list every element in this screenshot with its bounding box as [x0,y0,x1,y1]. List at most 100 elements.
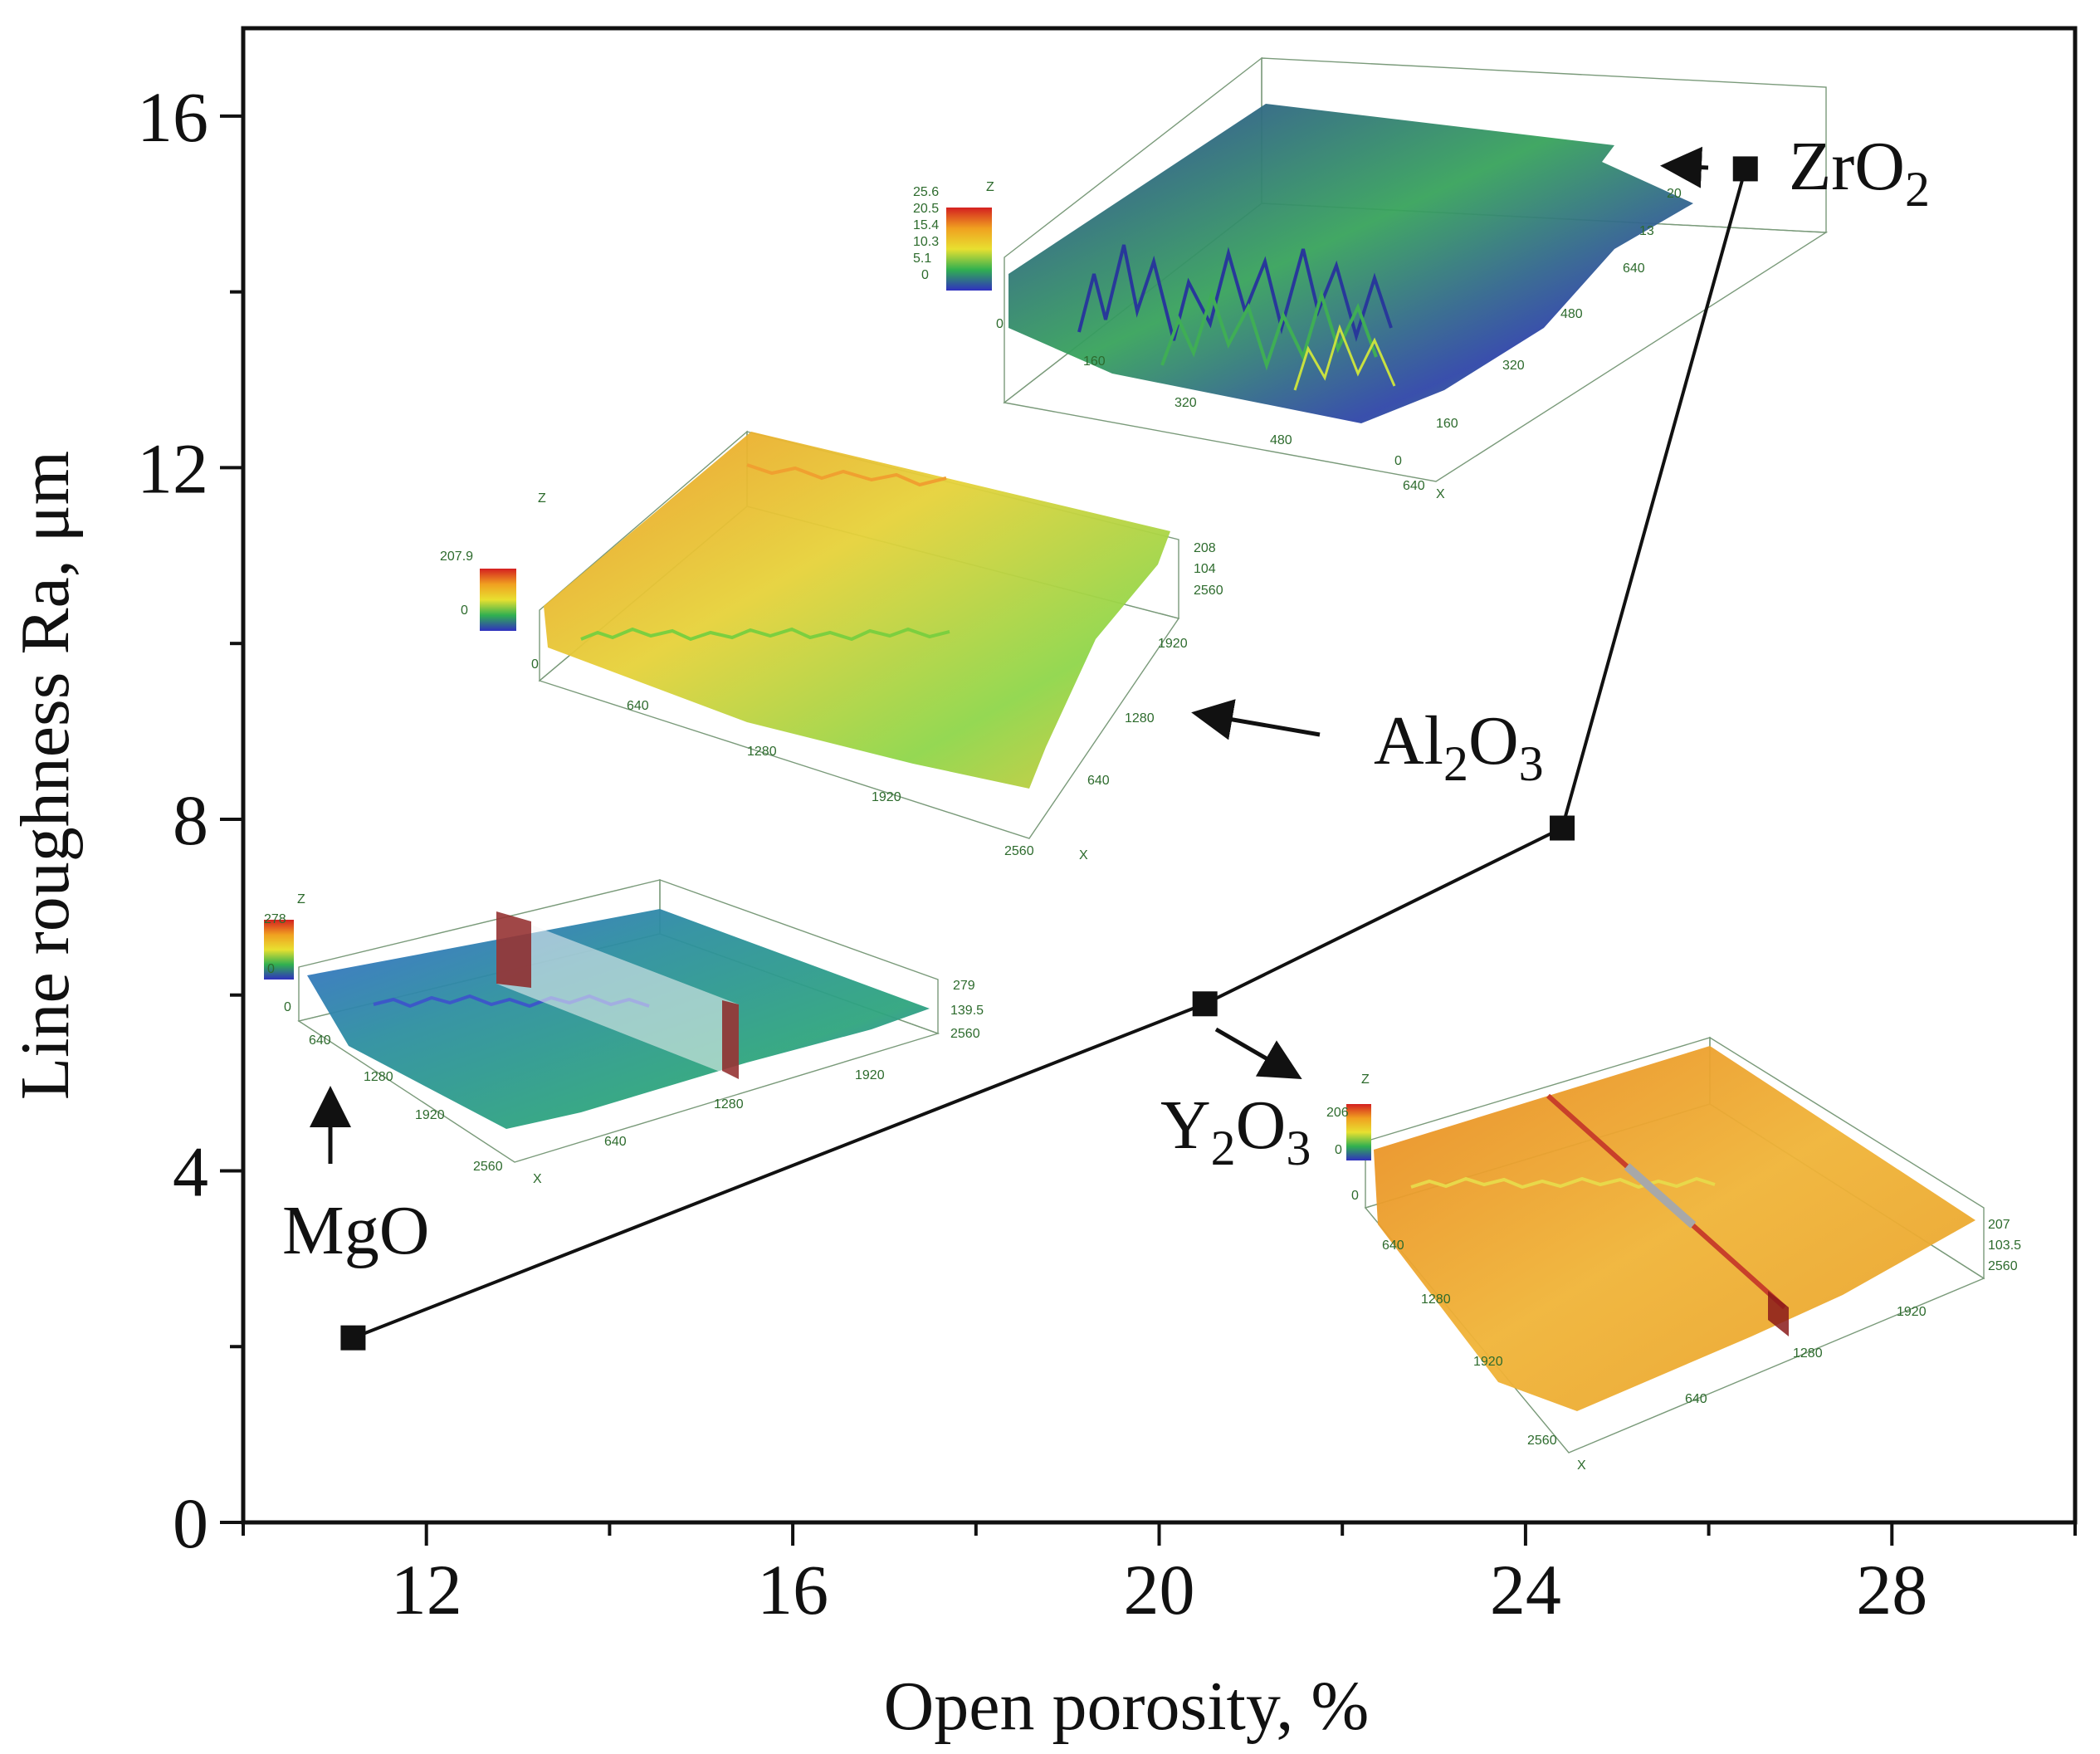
mgo-x-axis-label: 1920 [415,1108,445,1122]
y-tick-label: 12 [137,428,208,508]
label-y2o3-main: Y [1160,1087,1211,1164]
zro2-x-axis-label: 160 [1083,354,1106,369]
label-al2o3: Al2O3 [1374,702,1544,791]
inset-y2o3: 206 0 Z X 207 103.5 0 640 1280 1920 2560… [1326,1036,2021,1473]
mgo-x-axis-label: 2560 [473,1160,503,1174]
y2o3-surface [1374,1046,1975,1411]
y2o3-x-label: X [1577,1458,1586,1473]
label-zro2-main: ZrO [1789,128,1905,205]
y-axis-title: Line roughness Ra, μm [7,451,84,1100]
zro2-y-axis-label: 320 [1502,359,1525,373]
y2o3-color-scale [1346,1104,1371,1160]
zro2-scale-label: 20.5 [913,202,939,216]
mgo-scale-label: 278 [264,912,286,926]
zro2-y-axis-label: 0 [1394,454,1402,468]
mgo-z-label: Z [297,892,305,906]
zro2-z-axis-label: 20 [1667,187,1682,201]
y2o3-scale-label: 206 [1326,1106,1349,1120]
label-mgo: MgO [282,1192,429,1269]
zro2-x-axis-label: 480 [1270,433,1292,447]
label-y2o3-mid: O [1236,1087,1287,1164]
label-al2o3-sub2: 3 [1519,736,1544,791]
al2o3-arrow [1191,699,1321,740]
label-zro2-sub: 2 [1905,162,1930,217]
mgo-x-axis-label: 1280 [364,1070,393,1084]
data-point-mgo [340,1325,366,1351]
mgo-x-label: X [533,1172,542,1186]
al2o3-x-label: X [1079,848,1088,862]
label-al2o3-main: Al [1374,702,1443,779]
y2o3-scale-label: 0 [1335,1143,1342,1157]
al2o3-x-axis-label: 2560 [1004,844,1034,858]
x-tick-label: 24 [1490,1550,1561,1629]
y2o3-y-axis-label: 2560 [1988,1259,2018,1273]
zro2-arrow [1660,146,1709,188]
y2o3-z-axis-label: 103.5 [1988,1239,2021,1253]
al2o3-surface [544,432,1170,789]
y-tick-label: 8 [173,780,208,860]
label-al2o3-sub1: 2 [1443,736,1468,791]
al2o3-y-axis-label: 2560 [1194,584,1223,598]
y2o3-y-axis-label: 640 [1685,1392,1707,1406]
series-line [340,156,1758,1351]
y2o3-x-axis-label: 640 [1382,1239,1404,1253]
zro2-color-scale [946,208,992,291]
zro2-scale-label: 10.3 [913,235,939,249]
mgo-z-axis-label: 279 [953,979,975,993]
al2o3-z-label: Z [538,491,546,506]
inset-al2o3: 207.9 0 Z X 208 104 0 640 1280 1920 2560… [440,430,1223,862]
zro2-scale-label: 25.6 [913,185,939,199]
al2o3-z-axis-label: 208 [1194,541,1216,555]
zro2-x-label: X [1436,487,1445,501]
zro2-scale-label: 15.4 [913,218,939,232]
zro2-scale-label: 0 [921,268,929,282]
label-y2o3-sub1: 2 [1211,1121,1236,1175]
mgo-color-scale [264,920,294,980]
mgo-y-axis-label: 1280 [714,1097,744,1112]
label-mgo-main: MgO [282,1192,429,1269]
data-point-zro2 [1732,156,1758,182]
x-tick-label: 12 [391,1550,462,1629]
y2o3-arrow [1214,1027,1302,1080]
zro2-y-axis-label: 640 [1623,261,1645,276]
y2o3-y-axis-label: 1920 [1897,1305,1927,1319]
x-tick-label: 16 [757,1550,828,1629]
y2o3-y-axis-label: 1280 [1793,1346,1823,1361]
zro2-x-axis-label: 640 [1403,479,1425,493]
roughness-line [352,168,1747,1340]
al2o3-x-axis-label: 640 [627,699,649,713]
y2o3-x-axis-label: 1280 [1421,1292,1451,1307]
y2o3-z-axis-label: 207 [1988,1218,2010,1232]
inset-mgo: 278 0 Z X 279 139.5 0 640 1280 1920 2560… [264,879,984,1186]
al2o3-scale-label: 207.9 [440,550,473,564]
label-zro2: ZrO2 [1789,128,1930,217]
zro2-z-axis-label: 13 [1639,224,1654,238]
zro2-y-axis-label: 160 [1436,417,1458,431]
zro2-z-label: Z [986,180,994,194]
inset-zro2: 25.6 20.5 15.4 10.3 5.1 0 Z X 20 13 0 16… [913,56,1829,501]
x-tick-label: 20 [1124,1550,1195,1629]
mgo-y-axis-label: 2560 [950,1027,980,1041]
y2o3-x-axis-label: 2560 [1527,1434,1557,1448]
y2o3-x-axis-label: 1920 [1473,1355,1503,1369]
x-axis-title: Open porosity, % [884,1668,1370,1745]
y-tick-label: 16 [137,77,208,157]
al2o3-z-axis-label: 104 [1194,562,1216,576]
mgo-y-axis-label: 1920 [855,1068,885,1082]
zro2-x-axis-label: 320 [1175,396,1197,410]
zro2-scale-label: 5.1 [913,252,931,266]
data-point-al2o3 [1550,815,1575,841]
y2o3-x-axis-label: 0 [1351,1189,1359,1203]
y2o3-z-label: Z [1361,1072,1370,1087]
mgo-x-axis-label: 640 [309,1033,331,1048]
mgo-x-axis-label: 0 [284,1000,291,1014]
zro2-x-axis-label: 0 [996,317,1004,331]
al2o3-x-axis-label: 0 [531,657,539,672]
y-tick-label: 0 [173,1483,208,1563]
label-al2o3-mid: O [1468,702,1519,779]
y-tick-label: 4 [173,1131,208,1211]
mgo-z-axis-label: 139.5 [950,1004,984,1018]
data-point-y2o3 [1192,991,1218,1017]
